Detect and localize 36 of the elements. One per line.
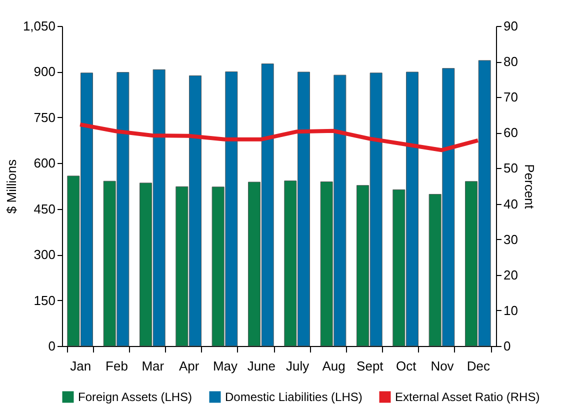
- legend-label: Foreign Assets (LHS): [78, 390, 192, 404]
- x-tick-label: Aug: [322, 358, 346, 374]
- line-series: [78, 122, 480, 152]
- x-tick-label: Apr: [178, 358, 200, 374]
- y-tick-label: 150: [34, 292, 56, 308]
- y2-tick-label: 50: [504, 160, 518, 176]
- y2-tick-label: 0: [504, 338, 511, 354]
- y-tick-label: 900: [34, 64, 56, 80]
- y-tick-label: 450: [34, 201, 56, 216]
- x-tick-label: May: [212, 358, 238, 374]
- x-tick-label: Feb: [106, 358, 128, 374]
- x-tick-label: Oct: [396, 358, 417, 374]
- y-tick-label: 1,050: [22, 18, 56, 34]
- y-tick-label: 600: [34, 156, 56, 171]
- x-tick-label: Jan: [70, 358, 92, 374]
- y2-tick-label: 70: [504, 90, 518, 105]
- y2-tick-label: 10: [504, 302, 518, 318]
- y2-tick-label: 90: [504, 18, 518, 34]
- x-tick-label: Nov: [430, 358, 454, 374]
- legend-label: Domestic Liabilities (LHS): [225, 390, 362, 404]
- y-axis-title: $ Millions: [4, 158, 19, 214]
- y-tick-label: 300: [34, 247, 56, 262]
- legend-label: External Asset Ratio (RHS): [395, 390, 540, 404]
- x-tick-label: June: [247, 358, 276, 374]
- x-tick-label: July: [286, 358, 310, 374]
- y2-tick-label: 30: [504, 232, 518, 247]
- y-tick-label: 750: [34, 110, 56, 125]
- y-tick-label: 0: [48, 338, 56, 354]
- x-tick-label: Sept: [356, 358, 384, 374]
- x-tick-label: Mar: [142, 358, 165, 374]
- y2-tick-label: 60: [504, 125, 518, 140]
- x-tick-label: Dec: [466, 358, 490, 374]
- y2-tick-label: 80: [504, 54, 518, 70]
- y2-tick-label: 40: [504, 196, 518, 212]
- y2-axis-title: Percent: [522, 164, 537, 210]
- y2-tick-label: 20: [504, 267, 518, 282]
